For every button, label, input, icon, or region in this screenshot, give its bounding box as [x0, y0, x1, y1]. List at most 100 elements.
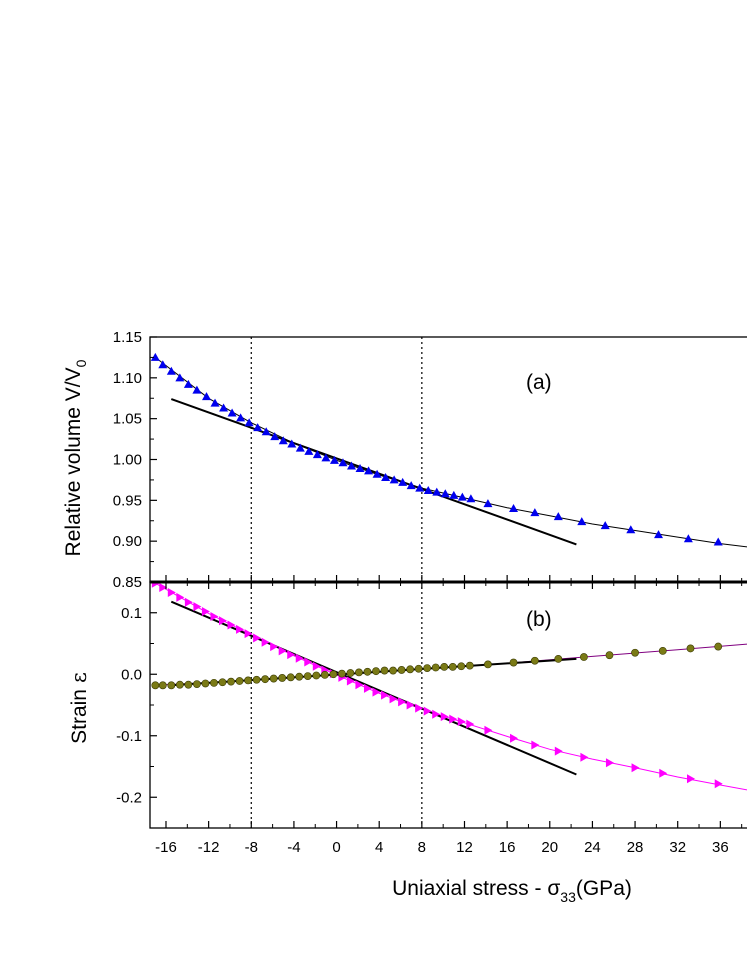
data-point-strain-magenta — [686, 774, 695, 784]
data-point-strain-olive — [193, 680, 201, 688]
data-point-strain-magenta — [484, 725, 493, 735]
data-point-strain-olive — [337, 669, 346, 678]
data-point-strain-olive — [397, 666, 406, 674]
data-point-strain-magenta — [253, 633, 262, 643]
y-axis-title-a-sub: 0 — [73, 359, 89, 367]
data-point-a — [654, 530, 664, 539]
data-point-a — [175, 373, 185, 382]
data-point-a — [219, 403, 229, 412]
data-point-strain-magenta — [218, 616, 227, 626]
data-point-strain-magenta — [440, 712, 449, 722]
data-point-a — [372, 469, 382, 478]
data-point-a — [321, 453, 331, 462]
y-axis-title-b-main: Strain — [68, 689, 91, 744]
data-point-strain-magenta — [312, 661, 321, 671]
data-point-a — [158, 360, 168, 369]
y-tick-label-a: 1.10 — [113, 370, 142, 387]
data-point-a — [166, 366, 176, 375]
data-point-strain-magenta — [372, 687, 381, 697]
data-point-strain-olive — [406, 665, 415, 674]
y-axis-title-a: Relative volume V/V0 — [62, 359, 89, 556]
data-point-strain-olive — [261, 675, 270, 684]
data-point-strain-olive — [320, 670, 329, 679]
data-point-a — [278, 436, 288, 445]
data-point-strain-magenta — [201, 607, 210, 617]
data-point-a — [483, 499, 493, 508]
data-point-a — [423, 486, 433, 495]
data-point-strain-magenta — [605, 758, 614, 768]
data-point-strain-magenta — [659, 768, 668, 778]
data-point-a — [381, 472, 391, 481]
data-point-a — [192, 385, 202, 394]
data-point-a — [312, 450, 322, 459]
data-point-a — [150, 352, 160, 361]
y-tick-label-b: 0.1 — [121, 605, 142, 622]
y-tick-label-a: 1.00 — [113, 452, 142, 469]
data-point-strain-magenta — [432, 709, 441, 719]
data-point-a — [364, 466, 374, 475]
panel-a — [150, 337, 747, 582]
data-point-a — [389, 475, 399, 484]
data-point-strain-olive — [414, 664, 423, 673]
data-point-strain-olive — [329, 670, 338, 679]
data-point-a — [457, 492, 467, 501]
data-point-a — [244, 418, 254, 427]
data-point-a — [449, 490, 459, 499]
data-point-strain-olive — [252, 675, 261, 684]
data-point-strain-olive — [686, 644, 695, 653]
data-point-a — [270, 432, 280, 441]
plot-frame-b — [149, 581, 747, 829]
data-point-strain-olive — [184, 680, 193, 689]
data-point-strain-olive — [218, 678, 227, 687]
data-point-strain-olive — [509, 658, 518, 667]
y-axis-title-a-main: Relative volume V/V — [62, 367, 85, 556]
data-point-strain-magenta — [381, 690, 390, 700]
x-axis-title-main: Uniaxial stress - σ — [392, 877, 560, 900]
data-point-a — [253, 423, 263, 432]
data-point-strain-olive — [303, 672, 312, 680]
data-point-a — [227, 408, 237, 417]
data-point-strain-olive — [295, 672, 304, 681]
data-point-strain-magenta — [355, 680, 364, 690]
x-tick-label: -8 — [245, 839, 258, 856]
data-point-strain-olive — [530, 656, 539, 665]
data-point-strain-magenta — [714, 779, 723, 789]
y-tick-label-b: -0.1 — [116, 728, 142, 745]
data-point-strain-olive — [355, 668, 363, 677]
data-point-strain-magenta — [193, 602, 202, 612]
data-point-strain-olive — [631, 648, 639, 657]
data-point-a — [509, 504, 519, 512]
data-point-a — [406, 481, 416, 490]
data-point-strain-olive — [605, 651, 614, 660]
data-point-strain-magenta — [270, 642, 279, 652]
data-point-strain-magenta — [423, 706, 432, 716]
x-tick-label: 36 — [712, 839, 729, 856]
data-point-strain-olive — [244, 676, 252, 685]
data-point-strain-olive — [423, 664, 432, 672]
y-axis-title-b: Strain ε — [67, 672, 91, 744]
data-point-strain-olive — [448, 662, 457, 671]
data-point-strain-magenta — [176, 592, 185, 602]
y-tick-label-b: 0.0 — [121, 666, 142, 683]
data-point-strain-olive — [278, 674, 287, 682]
y-tick-label-b: -0.2 — [116, 789, 142, 806]
data-point-a — [210, 398, 220, 407]
data-point-strain-olive — [389, 666, 397, 675]
data-point-strain-olive — [380, 666, 389, 675]
data-point-a — [683, 534, 693, 543]
data-point-strain-magenta — [304, 657, 313, 667]
data-point-strain-magenta — [631, 763, 640, 773]
data-point-strain-magenta — [244, 629, 253, 639]
tick-labels: 0.85 0.90 0.95 1.00 1.05 1.10 1.15 -0.2 -0.1 0.0 0… — [113, 329, 729, 856]
data-point-strain-olive — [151, 681, 160, 690]
data-point-a — [202, 392, 212, 401]
axes — [149, 336, 747, 829]
data-point-a — [329, 455, 339, 464]
data-point-strain-magenta — [580, 752, 589, 762]
data-point-strain-olive — [658, 646, 667, 655]
plot-frame-a — [149, 336, 747, 583]
data-point-strain-olive — [210, 678, 218, 687]
x-tick-label: 16 — [499, 839, 516, 856]
panel-label-a: (a) — [526, 371, 552, 394]
data-point-a — [183, 379, 193, 388]
